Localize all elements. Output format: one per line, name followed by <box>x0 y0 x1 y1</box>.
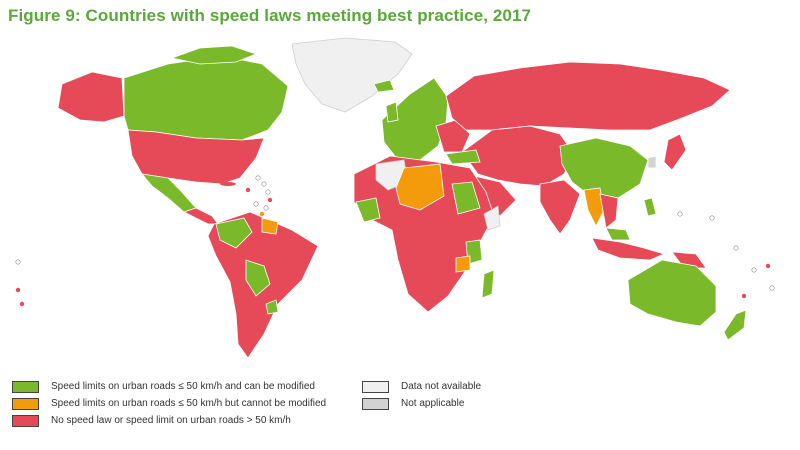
region-japan <box>663 133 687 171</box>
region-colombia <box>215 217 253 249</box>
region-china <box>559 137 649 199</box>
legend-label-orange: Speed limits on urban roads ≤ 50 km/h bu… <box>51 398 327 409</box>
region-canada <box>123 55 289 141</box>
legend-primary: Speed limits on urban roads ≤ 50 km/h an… <box>12 378 326 429</box>
region-iceland <box>373 79 395 93</box>
region-india <box>539 179 581 235</box>
region-turkey <box>445 149 481 165</box>
region-indonesia <box>591 237 666 261</box>
region-australia <box>627 259 717 327</box>
region-eastern-europe <box>435 119 471 153</box>
region-philippines <box>643 197 657 217</box>
region-uk <box>385 101 399 123</box>
pacific-islands <box>15 211 775 307</box>
region-myanmar-thailand <box>583 187 605 227</box>
legend-item-orange: Speed limits on urban roads ≤ 50 km/h bu… <box>12 395 326 412</box>
region-uruguay <box>265 299 279 315</box>
region-sahel-orange <box>395 163 445 211</box>
legend-swatch-green <box>12 380 39 393</box>
caribbean-islands <box>220 175 273 217</box>
figure-title: Figure 9: Countries with speed laws meet… <box>8 6 532 25</box>
legend-swatch-red <box>12 414 39 427</box>
region-middle-east-central-asia <box>461 125 575 187</box>
legend-item-not-applicable: Not applicable <box>362 395 481 412</box>
legend-item-red: No speed law or speed limit on urban roa… <box>12 412 326 429</box>
world-map <box>15 37 775 359</box>
legend-item-no-data: Data not available <box>362 378 481 395</box>
legend-label-not-applicable: Not applicable <box>401 398 465 409</box>
legend-item-green: Speed limits on urban roads ≤ 50 km/h an… <box>12 378 326 395</box>
region-bolivia-paraguay <box>245 259 271 297</box>
region-russia <box>445 61 731 131</box>
legend-secondary: Data not available Not applicable <box>362 378 481 412</box>
region-central-america <box>182 207 219 225</box>
region-arctic-islands <box>170 45 258 65</box>
legend-swatch-no-data <box>362 380 389 393</box>
region-east-africa-orange <box>455 255 471 273</box>
region-guianas <box>261 217 279 235</box>
region-new-zealand <box>723 309 747 341</box>
region-sudan-green <box>451 181 481 215</box>
region-alaska <box>57 71 125 123</box>
region-korea <box>647 155 657 169</box>
region-horn-nodata <box>483 205 501 231</box>
region-indochina <box>599 193 619 229</box>
legend-label-no-data: Data not available <box>401 381 482 392</box>
legend-swatch-orange <box>12 397 39 410</box>
region-papua <box>671 251 707 269</box>
legend-swatch-not-applicable <box>362 397 389 410</box>
legend-label-green: Speed limits on urban roads ≤ 50 km/h an… <box>51 381 315 392</box>
region-madagascar <box>481 269 495 299</box>
legend-label-red: No speed law or speed limit on urban roa… <box>51 415 291 426</box>
region-west-africa-green <box>355 197 381 223</box>
region-greenland <box>291 37 413 113</box>
region-malaysia <box>605 227 631 241</box>
